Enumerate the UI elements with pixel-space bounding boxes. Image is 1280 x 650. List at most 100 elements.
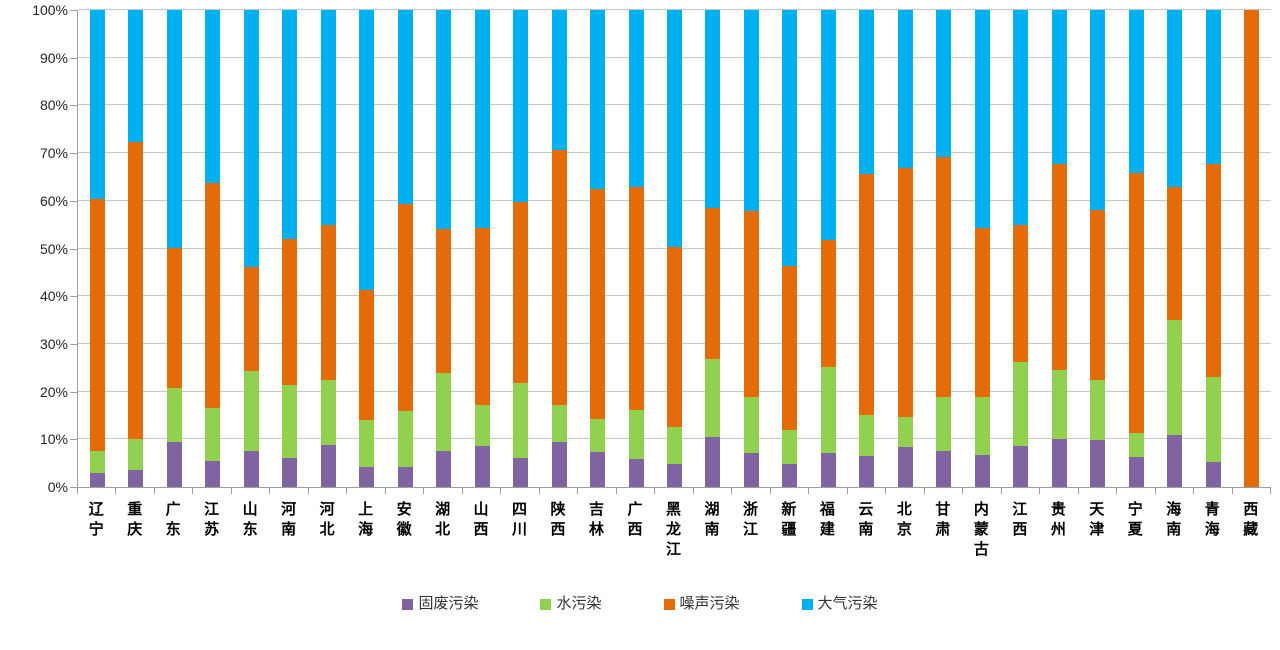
segment-大气污染 — [166, 10, 182, 248]
segment-噪声污染 — [243, 267, 259, 372]
y-tick-20 — [70, 391, 77, 393]
x-tick — [846, 488, 848, 494]
bar-四川 — [513, 10, 529, 487]
segment-大气污染 — [359, 10, 375, 290]
x-category-label: 贵 州 — [1050, 501, 1066, 538]
x-category-label: 浙 江 — [742, 501, 758, 538]
y-tick-label: 0% — [47, 479, 68, 495]
x-tick — [769, 488, 771, 494]
segment-噪声污染 — [1128, 172, 1144, 433]
segment-大气污染 — [1051, 10, 1067, 164]
x-tick — [384, 488, 386, 494]
segment-固废污染 — [320, 445, 336, 487]
x-category-label: 陕 西 — [550, 501, 566, 538]
x-tick — [1039, 488, 1041, 494]
segment-噪声污染 — [513, 201, 529, 383]
x-category-label: 重 庆 — [127, 501, 143, 538]
legend-swatch-icon — [540, 598, 552, 610]
bar-云南 — [859, 10, 875, 487]
segment-大气污染 — [1013, 10, 1029, 225]
segment-水污染 — [282, 385, 298, 458]
segment-水污染 — [936, 397, 952, 451]
x-tick — [1270, 488, 1271, 494]
x-category-label: 广 西 — [627, 501, 643, 538]
segment-固废污染 — [590, 452, 606, 487]
segment-大气污染 — [89, 10, 105, 199]
bar-北京 — [897, 10, 913, 487]
segment-噪声污染 — [743, 210, 759, 397]
x-category-label: 天 津 — [1089, 501, 1105, 538]
segment-固废污染 — [474, 446, 490, 487]
x-category-label: 黑 龙 江 — [665, 501, 681, 558]
segment-固废污染 — [628, 458, 644, 487]
segment-大气污染 — [128, 10, 144, 142]
x-tick — [307, 488, 309, 494]
x-tick — [654, 488, 656, 494]
x-category-label: 福 建 — [819, 501, 835, 538]
y-tick-100 — [70, 10, 77, 11]
segment-水污染 — [974, 397, 990, 455]
x-category-label: 甘 肃 — [935, 501, 951, 538]
legend-item-水污染: 水污染 — [540, 595, 602, 613]
segment-水污染 — [743, 396, 759, 454]
plot-area — [77, 9, 1271, 488]
y-tick-label: 50% — [39, 240, 68, 257]
segment-大气污染 — [705, 10, 721, 208]
segment-固废污染 — [1013, 445, 1029, 487]
segment-噪声污染 — [820, 239, 836, 367]
x-tick — [230, 488, 232, 494]
segment-固废污染 — [859, 456, 875, 487]
bar-湖北 — [436, 10, 452, 487]
y-tick-label: 70% — [39, 145, 68, 162]
segment-水污染 — [820, 366, 836, 454]
segment-固废污染 — [1128, 456, 1144, 487]
x-tick — [731, 488, 733, 494]
x-category-label: 河 北 — [319, 501, 335, 538]
bar-吉林 — [590, 10, 606, 487]
segment-固废污染 — [282, 457, 298, 487]
segment-大气污染 — [590, 10, 606, 189]
segment-噪声污染 — [436, 228, 452, 374]
x-category-label: 辽 宁 — [88, 501, 104, 538]
legend-label: 固废污染 — [418, 595, 479, 612]
x-tick — [923, 488, 925, 494]
bar-安徽 — [397, 10, 413, 487]
bar-河北 — [320, 10, 336, 487]
segment-水污染 — [782, 430, 798, 464]
segment-固废污染 — [667, 463, 682, 487]
segment-大气污染 — [974, 10, 990, 229]
segment-水污染 — [397, 411, 413, 467]
segment-大气污染 — [628, 10, 644, 188]
segment-大气污染 — [397, 10, 413, 204]
x-category-label: 湖 北 — [435, 501, 451, 538]
x-tick — [962, 488, 964, 494]
segment-噪声污染 — [628, 187, 644, 410]
segment-水污染 — [359, 420, 375, 467]
x-category-label: 上 海 — [358, 501, 374, 538]
segment-固废污染 — [359, 466, 375, 487]
segment-固废污染 — [1090, 439, 1106, 487]
y-tick-50 — [70, 248, 77, 250]
y-tick-30 — [70, 343, 77, 345]
y-tick-40 — [70, 296, 77, 298]
segment-固废污染 — [936, 450, 952, 487]
segment-水污染 — [705, 358, 721, 438]
segment-大气污染 — [436, 10, 452, 229]
y-tick-80 — [70, 105, 77, 107]
bar-青海 — [1205, 10, 1221, 487]
bar-贵州 — [1051, 10, 1067, 487]
segment-噪声污染 — [1244, 10, 1260, 487]
segment-噪声污染 — [474, 228, 490, 406]
segment-固废污染 — [974, 454, 990, 487]
bar-江苏 — [205, 10, 221, 487]
x-category-label: 山 西 — [473, 501, 489, 538]
segment-水污染 — [1167, 320, 1183, 435]
segment-固废污染 — [1051, 438, 1067, 487]
segment-大气污染 — [243, 10, 259, 268]
x-category-label: 安 徽 — [396, 501, 412, 538]
segment-固废污染 — [705, 437, 721, 487]
bar-新疆 — [782, 10, 798, 487]
x-category-label: 宁 夏 — [1127, 501, 1143, 538]
x-tick — [423, 488, 425, 494]
segment-噪声污染 — [936, 156, 952, 398]
